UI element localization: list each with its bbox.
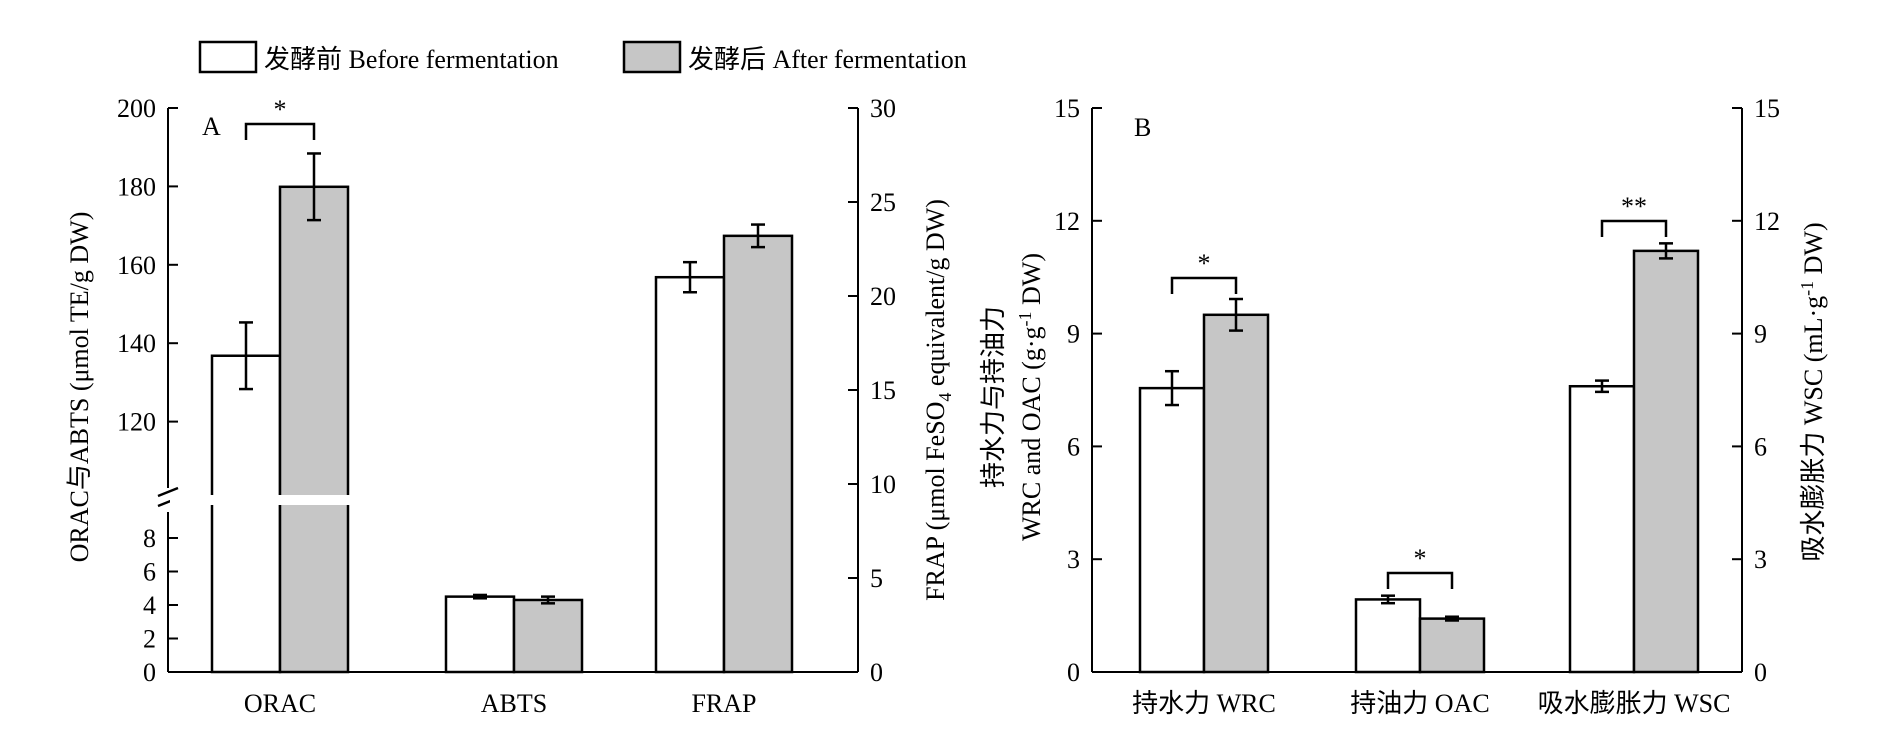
panel-a-x-tick-label: ABTS: [481, 689, 547, 718]
panel-b-y-axis-title-line1: 持水力与持油力: [979, 306, 1008, 488]
panel-a-y2-tick-label: 20: [870, 282, 896, 311]
panel-a-y-tick-label: 120: [117, 408, 156, 437]
panel-a-y-tick-label: 4: [143, 591, 156, 620]
panel-b-y2-tick-label: 15: [1754, 94, 1780, 123]
panel-b-y-tick-label: 6: [1067, 432, 1080, 461]
panel-a-bar: [210, 354, 282, 674]
panel-b-significance-label: *: [1414, 544, 1427, 573]
panel-a-y2-tick-label: 30: [870, 94, 896, 123]
panel-b-y2-title-part2: DW): [1799, 222, 1828, 280]
panel-b-y-title-part2: DW): [1017, 253, 1046, 311]
panel-b-y-tick-label: 3: [1067, 545, 1080, 574]
panel-b-y2-tick-label: 9: [1754, 320, 1767, 349]
panel-a-y-tick-label: 140: [117, 329, 156, 358]
panel-a-x-tick-label: ORAC: [244, 689, 316, 718]
panel-b: B 持水力与持油力 WRC and OAC (g·g-1 DW) 吸水膨胀力 W…: [979, 94, 1828, 718]
panel-b-significance-bracket: [1600, 219, 1668, 237]
panel-b-plot: 0 3 6 9 12 15 0 3 6 9 12 15 持水力 WRC 持油力 OAC 吸水膨胀力 WSC *…: [1054, 94, 1780, 718]
panel-b-x-tick-label: 持水力 WRC: [1132, 689, 1276, 718]
panel-a-letter: A: [202, 112, 221, 141]
legend-swatch-after: [622, 40, 682, 74]
panel-a-break-gap: [170, 495, 366, 505]
panel-a: A ORAC与ABTS (μmol TE/g DW) FRAP (μmol Fe…: [65, 94, 955, 718]
panel-a-y-tick-label: 180: [117, 172, 156, 201]
panel-a-y2-title-part1: FRAP (μmol FeSO: [921, 402, 950, 601]
panel-b-x-tick-label: 持油力 OAC: [1350, 689, 1489, 718]
panel-b-y2-tick-label: 3: [1754, 545, 1767, 574]
legend-label-before: 发酵前 Before fermentation: [264, 45, 559, 74]
panel-a-y-tick-label: 200: [117, 94, 156, 123]
panel-b-bar: [1568, 384, 1636, 674]
panel-b-y2-tick-label: 6: [1754, 432, 1767, 461]
panel-a-y2-tick-label: 10: [870, 470, 896, 499]
legend-swatch-before: [198, 40, 258, 74]
panel-b-bar: [1138, 386, 1206, 674]
panel-a-significance-label: *: [274, 95, 287, 124]
panel-b-y-tick-label: 9: [1067, 320, 1080, 349]
panel-a-y-tick-label: 160: [117, 251, 156, 280]
panel-b-y-axis-title-line2: WRC and OAC (g·g-1 DW): [1015, 253, 1046, 541]
panel-b-y-tick-label: 15: [1054, 94, 1080, 123]
legend-label-after: 发酵后 After fermentation: [688, 45, 967, 74]
panel-b-bar: [1418, 617, 1486, 674]
panel-b-y-title-sup: -1: [1015, 312, 1035, 327]
panel-a-y-tick-label: 6: [143, 558, 156, 587]
panel-b-y2-title-sup: -1: [1797, 281, 1817, 296]
panel-a-bar: [512, 598, 584, 674]
panel-a-y-axis-title: ORAC与ABTS (μmol TE/g DW): [65, 212, 94, 563]
panel-a-y-tick-label: 8: [143, 524, 156, 553]
panel-a-break-gap: [279, 497, 348, 503]
panel-a-y2-title-sub: 4: [935, 393, 955, 402]
panel-b-letter: B: [1134, 113, 1151, 142]
panel-a-y2-tick-label: 5: [870, 564, 883, 593]
panel-b-significance-label: *: [1198, 249, 1211, 278]
panel-b-bar: [1632, 249, 1700, 674]
panel-a-bar: [722, 234, 794, 674]
panel-b-bar: [1202, 313, 1270, 674]
panel-b-y2-axis-title: 吸水膨胀力 WSC (mL·g-1 DW): [1797, 222, 1828, 561]
panel-b-significance-label: **: [1621, 192, 1647, 221]
panel-a-y2-title-part2: equivalent/g DW): [921, 199, 950, 393]
panel-b-y-title-part1: WRC and OAC (g·g: [1017, 327, 1046, 541]
panel-a-plot: 120 140 160 180 200 0 2 4 6 8 0 5 10 15 20 25 30 ORAC ABTS…: [117, 94, 896, 718]
panel-a-y-tick-label: 2: [143, 625, 156, 654]
panel-a-y2-tick-label: 15: [870, 376, 896, 405]
panel-a-y2-axis-title: FRAP (μmol FeSO4 equivalent/g DW): [921, 199, 955, 601]
panel-a-y-tick-label: 0: [143, 658, 156, 687]
panel-b-x-tick-label: 吸水膨胀力 WSC: [1538, 689, 1731, 718]
panel-b-significance-bracket: [1170, 276, 1238, 294]
panel-a-y2-tick-label: 0: [870, 658, 883, 687]
panel-a-significance-bracket: [244, 122, 316, 140]
panel-a-x-tick-label: FRAP: [691, 689, 756, 718]
panel-a-bar: [278, 185, 350, 674]
panel-b-y2-tick-label: 12: [1754, 207, 1780, 236]
panel-b-significance-bracket: [1386, 571, 1454, 589]
panel-b-bar: [1354, 598, 1422, 674]
panel-b-y-tick-label: 0: [1067, 658, 1080, 687]
panel-b-y-tick-label: 12: [1054, 207, 1080, 236]
panel-a-y2-tick-label: 25: [870, 188, 896, 217]
panel-a-bar: [444, 595, 516, 674]
panel-b-y2-tick-label: 0: [1754, 658, 1767, 687]
legend: 发酵前 Before fermentation 发酵后 After fermen…: [198, 40, 967, 74]
panel-b-y2-title-part1: 吸水膨胀力 WSC (mL·g: [1799, 296, 1828, 562]
panel-a-bar: [654, 275, 726, 674]
